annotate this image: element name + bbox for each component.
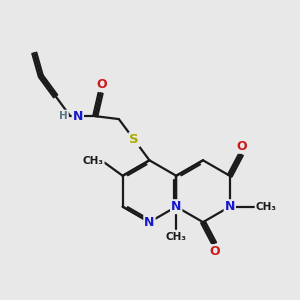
Text: CH₃: CH₃ <box>83 156 104 166</box>
Text: H: H <box>59 110 68 121</box>
Text: N: N <box>225 200 235 213</box>
Text: O: O <box>236 140 247 153</box>
Text: O: O <box>209 245 220 258</box>
Text: N: N <box>144 216 154 229</box>
Text: S: S <box>129 133 139 146</box>
Text: O: O <box>97 78 107 91</box>
Text: N: N <box>171 200 181 213</box>
Text: N: N <box>73 110 83 123</box>
Text: CH₃: CH₃ <box>166 232 187 242</box>
Text: CH₃: CH₃ <box>256 202 277 212</box>
